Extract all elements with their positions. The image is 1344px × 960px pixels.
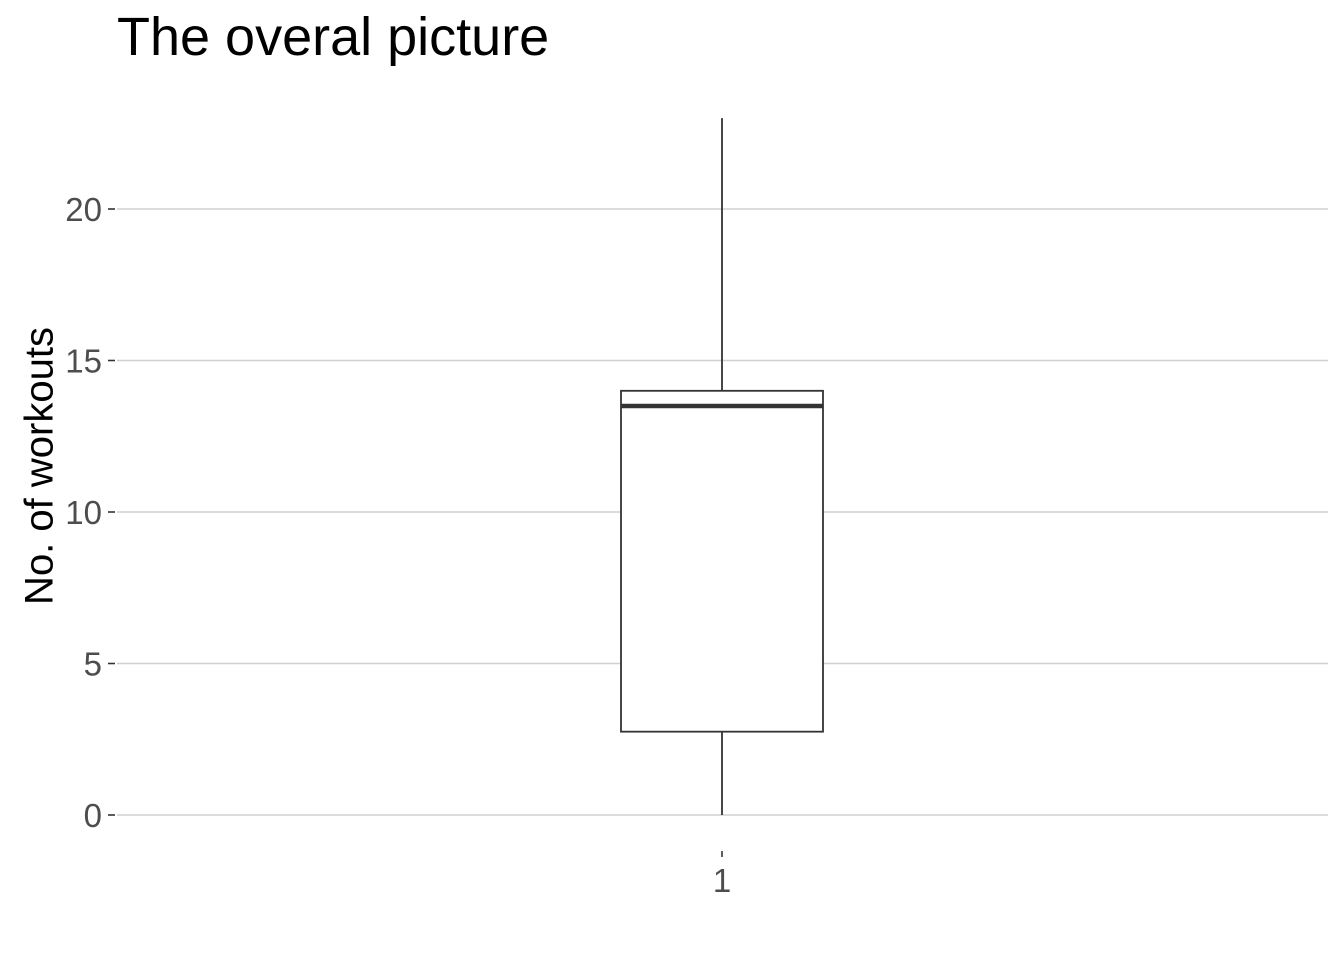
chart-title: The overal picture — [117, 7, 550, 67]
iqr-box — [620, 389, 824, 733]
y-axis: 0 5 10 15 20 — [65, 191, 115, 834]
x-tick-label-1: 1 — [713, 862, 731, 899]
y-tick-label-5: 5 — [84, 646, 102, 683]
y-tick-label-15: 15 — [65, 343, 102, 380]
y-tick-label-0: 0 — [84, 797, 102, 834]
y-tick-label-20: 20 — [65, 191, 102, 228]
y-tick-label-10: 10 — [65, 494, 102, 531]
boxplot-layer — [620, 118, 824, 815]
x-axis: 1 — [713, 851, 731, 899]
